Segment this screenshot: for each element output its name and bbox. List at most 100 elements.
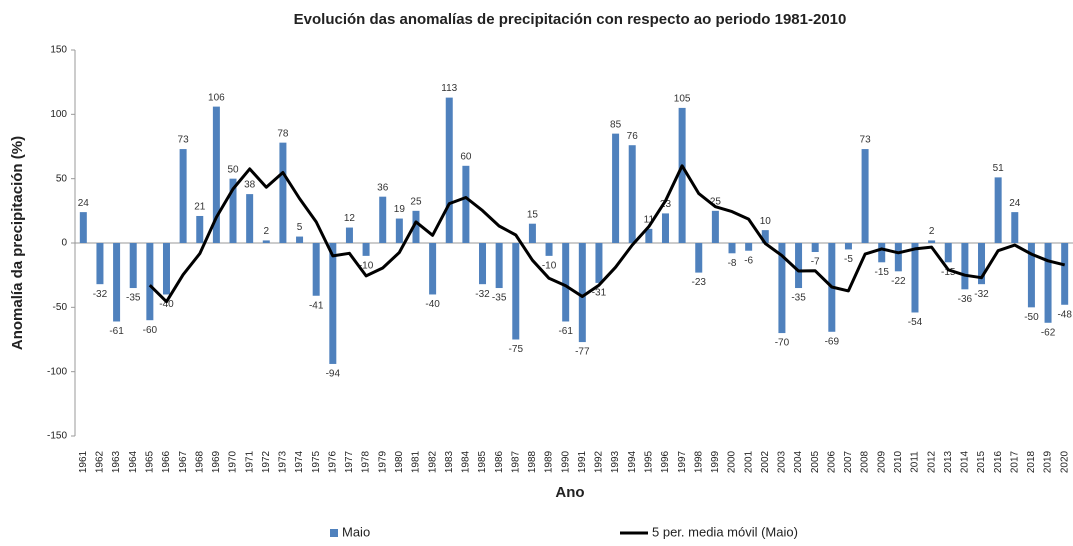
value-label: -23 (692, 277, 707, 288)
bar (894, 243, 902, 272)
x-tick-label: 1975 (311, 450, 322, 473)
legend-label: Maio (342, 524, 370, 539)
bar (329, 243, 337, 364)
y-tick-label: 50 (56, 173, 68, 184)
x-tick-label: 1976 (327, 450, 338, 473)
x-tick-label: 1990 (560, 450, 571, 473)
value-label: 5 (297, 222, 303, 233)
bar (312, 243, 320, 296)
bar (379, 196, 387, 243)
x-tick-label: 1962 (95, 450, 106, 473)
x-tick-label: 1995 (643, 450, 654, 473)
x-tick-label: 2000 (727, 450, 738, 473)
x-tick-label: 2004 (793, 450, 804, 473)
value-label: -32 (475, 289, 490, 300)
x-tick-label: 1972 (261, 450, 272, 473)
x-tick-label: 2015 (976, 450, 987, 473)
bar (695, 243, 703, 273)
value-label: -69 (825, 336, 840, 347)
value-label: -15 (941, 267, 956, 278)
value-label: -62 (1041, 327, 1056, 338)
chart-title: Evolución das anomalías de precipitación… (294, 11, 847, 28)
value-label: -10 (542, 261, 557, 272)
bar (395, 218, 403, 243)
value-label: 51 (993, 163, 1005, 174)
value-label: 2 (264, 226, 270, 237)
value-label: -77 (575, 347, 590, 358)
value-label: 15 (527, 209, 539, 220)
bar (1027, 243, 1035, 308)
x-tick-label: 1980 (394, 450, 405, 473)
bar (978, 243, 986, 285)
value-label: -35 (791, 293, 806, 304)
x-tick-label: 2007 (843, 450, 854, 473)
bar (545, 243, 553, 256)
bar (878, 243, 886, 263)
x-tick-label: 2011 (910, 451, 921, 473)
value-label: 78 (277, 128, 289, 139)
value-label: -32 (93, 289, 108, 300)
bar (512, 243, 520, 340)
value-label: 24 (78, 198, 90, 209)
value-label: 113 (441, 83, 457, 94)
bar (711, 210, 719, 243)
x-tick-label: 1961 (78, 450, 89, 473)
value-label: 11 (644, 214, 655, 225)
bar (528, 223, 536, 243)
x-tick-label: 1996 (660, 450, 671, 473)
x-tick-label: 1999 (710, 450, 721, 473)
x-tick-label: 2008 (860, 450, 871, 473)
value-label: -22 (891, 276, 906, 287)
value-label: 2 (929, 226, 935, 237)
value-label: -31 (592, 288, 607, 299)
x-tick-label: 1966 (161, 450, 172, 473)
bar (412, 210, 420, 243)
value-label: -7 (811, 257, 820, 268)
y-tick-label: 150 (50, 45, 67, 56)
value-label: 23 (660, 199, 672, 210)
bar (345, 227, 353, 243)
x-tick-label: 1979 (377, 450, 388, 473)
value-label: -35 (492, 293, 507, 304)
value-label: -6 (744, 255, 753, 266)
x-tick-label: 2003 (777, 450, 788, 473)
legend-label: 5 per. media móvil (Maio) (652, 524, 798, 539)
value-label: 50 (227, 164, 239, 175)
bar (262, 240, 270, 243)
x-tick-label: 1991 (577, 450, 588, 473)
bar (495, 243, 503, 289)
x-tick-label: 1964 (128, 450, 139, 473)
bar (212, 106, 220, 243)
x-tick-label: 2018 (1026, 450, 1037, 473)
x-tick-label: 1970 (228, 450, 239, 473)
bar (1061, 243, 1069, 305)
value-label: 85 (610, 119, 622, 130)
value-label: -5 (844, 254, 853, 265)
x-tick-label: 1978 (361, 450, 372, 473)
x-tick-label: 1981 (411, 450, 422, 473)
bar (928, 240, 936, 243)
x-axis-title: Ano (555, 484, 584, 501)
bar (462, 165, 470, 243)
x-tick-label: 2016 (993, 450, 1004, 473)
bar (595, 243, 603, 283)
x-tick-label: 1982 (427, 450, 438, 473)
bar (1044, 243, 1052, 323)
legend-swatch (330, 529, 338, 537)
value-label: 76 (627, 131, 639, 142)
x-tick-label: 2002 (760, 450, 771, 473)
value-label: -40 (425, 299, 440, 310)
y-tick-label: -150 (47, 431, 67, 442)
bar (479, 243, 487, 285)
x-tick-label: 1989 (544, 450, 555, 473)
bar (761, 230, 769, 243)
value-label: -50 (1024, 312, 1039, 323)
x-tick-label: 2012 (926, 450, 937, 473)
y-axis-title: Anomalía da precipitación (%) (9, 136, 26, 350)
value-label: -35 (126, 293, 141, 304)
bar (844, 243, 852, 250)
x-tick-label: 2009 (876, 450, 887, 473)
x-tick-label: 1969 (211, 450, 222, 473)
x-tick-label: 1985 (477, 450, 488, 473)
value-label: 25 (410, 196, 422, 207)
